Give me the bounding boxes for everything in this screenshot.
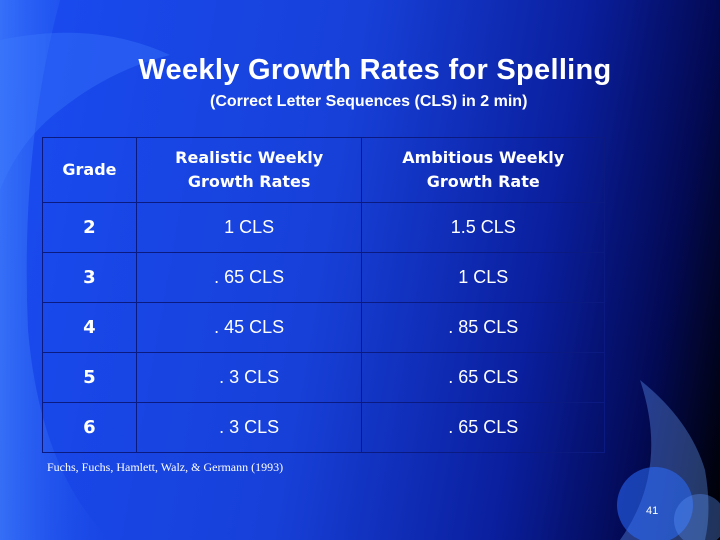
header-ambitious-line1: Ambitious Weekly xyxy=(402,148,565,167)
ambitious-rate-cell: 1.5 CLS xyxy=(361,202,605,253)
header-grade-label: Grade xyxy=(62,160,117,179)
page-number: 41 xyxy=(646,505,659,517)
header-grade: Grade xyxy=(42,137,137,203)
growth-rates-table: Grade Realistic Weekly Growth Rates Ambi… xyxy=(42,137,605,453)
ambitious-rate-cell: . 65 CLS xyxy=(361,352,605,403)
slide-title: Weekly Growth Rates for Spelling xyxy=(138,54,612,86)
realistic-rate-cell: . 45 CLS xyxy=(135,302,363,353)
header-ambitious-line2: Growth Rate xyxy=(426,172,540,191)
header-realistic: Realistic Weekly Growth Rates xyxy=(135,137,363,203)
grade-cell: 3 xyxy=(42,252,137,303)
grade-cell: 4 xyxy=(42,302,137,353)
realistic-rate-cell: 1 CLS xyxy=(135,202,363,253)
table-row: 6 . 3 CLS . 65 CLS xyxy=(42,402,605,453)
table-row: 2 1 CLS 1.5 CLS xyxy=(42,202,605,253)
grade-cell: 6 xyxy=(42,402,137,453)
citation: Fuchs, Fuchs, Hamlett, Walz, & Germann (… xyxy=(47,460,284,474)
header-realistic-line1: Realistic Weekly xyxy=(175,148,324,167)
realistic-rate-cell: . 65 CLS xyxy=(135,252,363,303)
table-header-row: Grade Realistic Weekly Growth Rates Ambi… xyxy=(42,137,605,203)
ambitious-rate-cell: . 65 CLS xyxy=(361,402,605,453)
ambitious-rate-cell: 1 CLS xyxy=(361,252,605,303)
realistic-rate-cell: . 3 CLS xyxy=(135,352,363,403)
table-row: 4 . 45 CLS . 85 CLS xyxy=(42,302,605,353)
header-ambitious: Ambitious Weekly Growth Rate xyxy=(361,137,605,203)
grade-cell: 2 xyxy=(42,202,137,253)
ambitious-rate-cell: . 85 CLS xyxy=(361,302,605,353)
table-row: 3 . 65 CLS 1 CLS xyxy=(42,252,605,303)
table-row: 5 . 3 CLS . 65 CLS xyxy=(42,352,605,403)
realistic-rate-cell: . 3 CLS xyxy=(135,402,363,453)
grade-cell: 5 xyxy=(42,352,137,403)
header-realistic-line2: Growth Rates xyxy=(187,172,311,191)
slide-subtitle: (Correct Letter Sequences (CLS) in 2 min… xyxy=(210,93,528,110)
